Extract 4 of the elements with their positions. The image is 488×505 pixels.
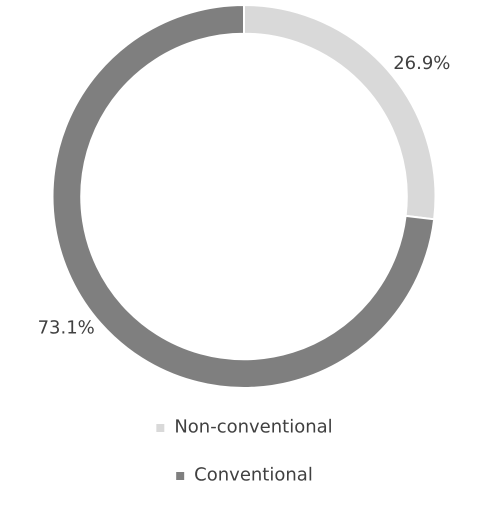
legend-label: Conventional: [194, 464, 313, 486]
legend-label: Non-conventional: [174, 416, 333, 438]
data-label: 26.9%: [393, 52, 450, 74]
data-label: 73.1%: [38, 318, 95, 339]
